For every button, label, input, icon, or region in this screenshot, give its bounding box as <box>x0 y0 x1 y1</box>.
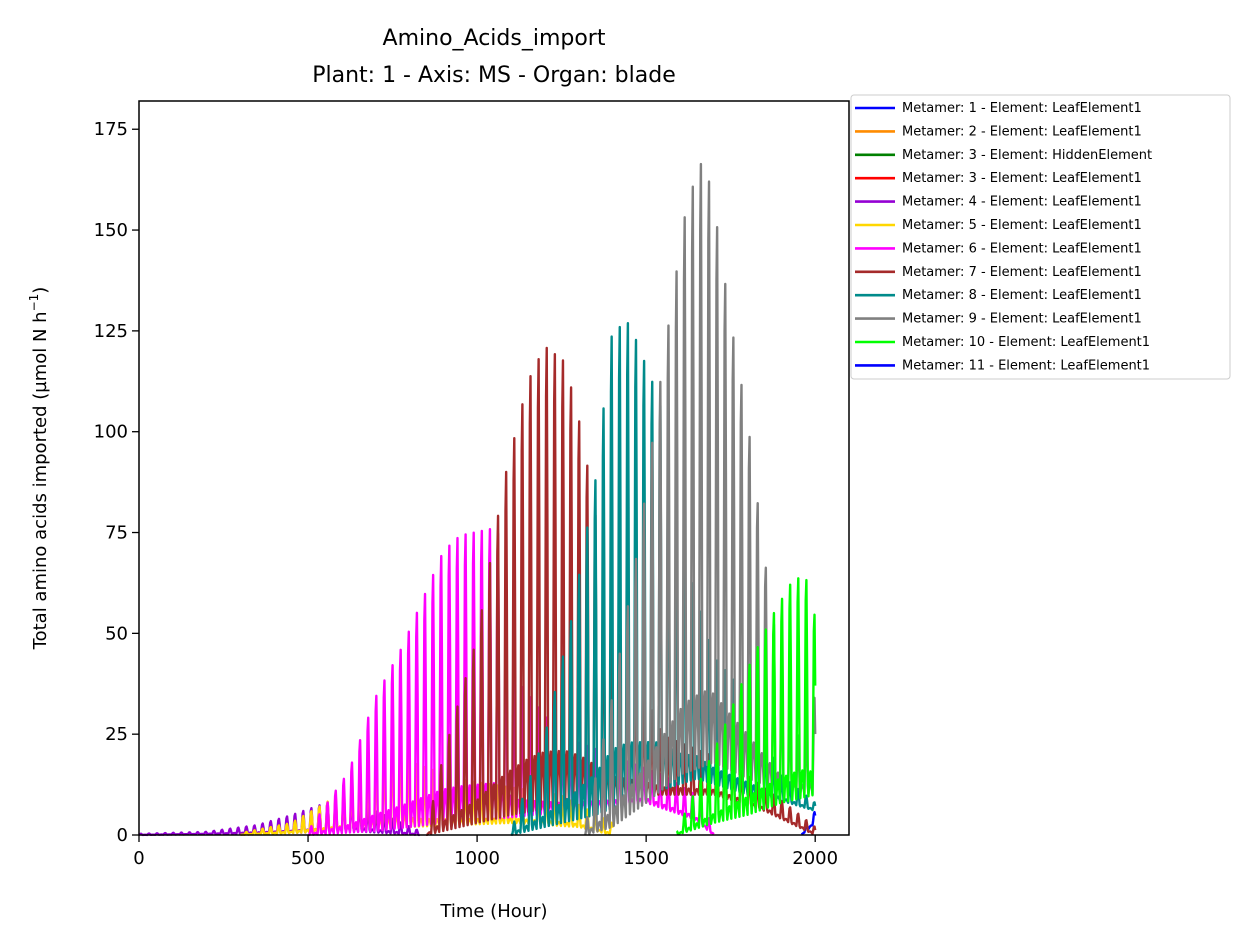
x-tick-label: 2000 <box>792 848 838 869</box>
legend-label: Metamer: 9 - Element: LeafElement1 <box>902 312 1142 327</box>
legend-label: Metamer: 11 - Element: LeafElement1 <box>902 358 1150 373</box>
y-axis-ticks: 0 25 50 75 100 125 150 175 <box>94 119 139 846</box>
series-line-10 <box>584 162 817 836</box>
x-tick-label: 1500 <box>623 848 669 869</box>
y-tick-label: 175 <box>94 119 128 140</box>
legend-label: Metamer: 6 - Element: LeafElement1 <box>902 241 1142 256</box>
plot-frame <box>138 100 850 836</box>
chart-subtitle: Plant: 1 - Axis: MS - Organ: blade <box>312 63 676 88</box>
x-tick-label: 500 <box>291 848 325 869</box>
legend: Metamer: 1 - Element: LeafElement1 Metame… <box>850 94 1231 380</box>
legend-label: Metamer: 5 - Element: LeafElement1 <box>902 218 1142 233</box>
x-tick-label: 0 <box>133 848 144 869</box>
legend-label: Metamer: 10 - Element: LeafElement1 <box>902 335 1150 350</box>
legend-label: Metamer: 7 - Element: LeafElement1 <box>902 265 1142 280</box>
legend-items: Metamer: 1 - Element: LeafElement1 Metame… <box>855 101 1152 373</box>
y-tick-label: 100 <box>94 422 128 443</box>
x-axis-ticks: 0 500 1000 1500 2000 <box>133 835 838 869</box>
legend-label: Metamer: 4 - Element: LeafElement1 <box>902 195 1142 210</box>
y-axis-label-end: ) <box>30 287 51 294</box>
legend-label: Metamer: 3 - Element: LeafElement1 <box>902 171 1142 186</box>
legend-label: Metamer: 1 - Element: LeafElement1 <box>902 101 1142 116</box>
series-line-11 <box>675 577 817 836</box>
y-axis-label: Total amino acids imported (µmol N h−1) <box>27 287 51 651</box>
legend-label: Metamer: 3 - Element: HiddenElement <box>902 148 1152 163</box>
y-axis-label-main: Total amino acids imported (µmol N h <box>30 311 51 650</box>
y-tick-label: 0 <box>117 825 128 846</box>
y-axis-label-superscript: −1 <box>27 294 41 312</box>
chart-title: Amino_Acids_import <box>383 26 606 51</box>
y-tick-label: 50 <box>105 623 128 644</box>
legend-label: Metamer: 2 - Element: LeafElement1 <box>902 124 1142 139</box>
legend-label: Metamer: 8 - Element: LeafElement1 <box>902 288 1142 303</box>
series-line-5 <box>138 795 421 837</box>
legend-box <box>850 94 1231 380</box>
y-tick-label: 25 <box>105 724 128 745</box>
y-tick-label: 125 <box>94 321 128 342</box>
y-tick-label: 75 <box>105 523 128 544</box>
y-tick-label: 150 <box>94 220 128 241</box>
x-axis-label: Time (Hour) <box>439 901 547 922</box>
plot-lines <box>138 162 817 837</box>
x-tick-label: 1000 <box>454 848 500 869</box>
